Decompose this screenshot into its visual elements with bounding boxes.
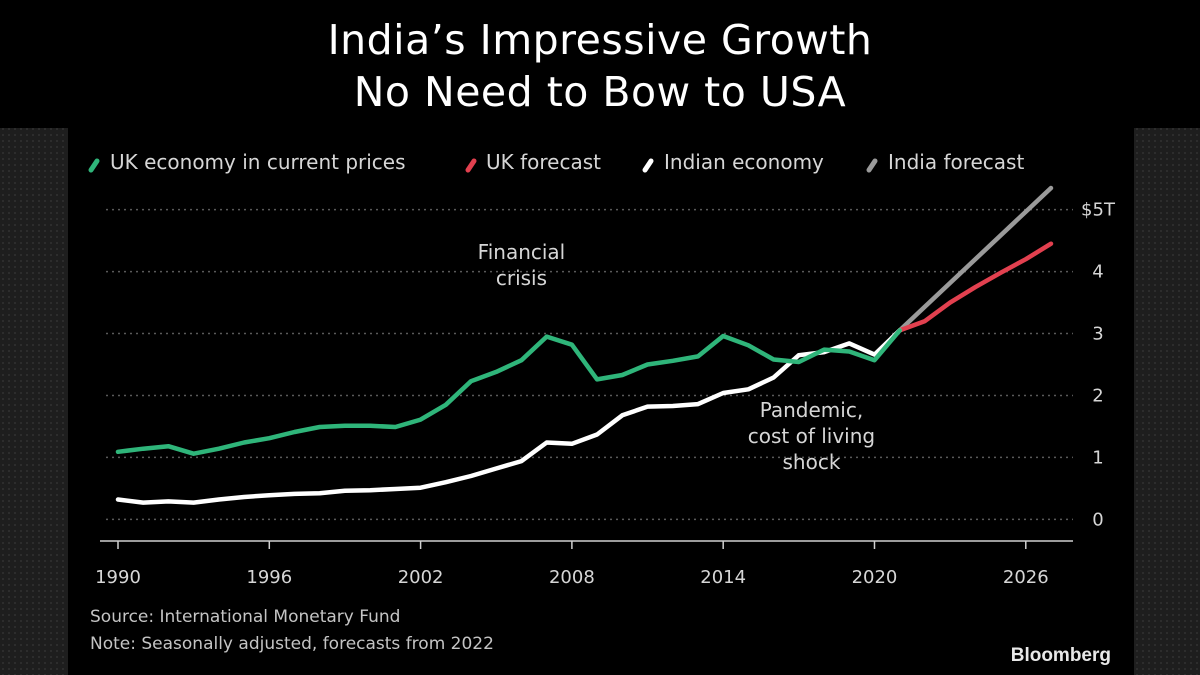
annotation-line: crisis [496, 266, 547, 290]
series-indian-economy [115, 328, 902, 505]
title-line-1: India’s Impressive Growth [327, 16, 873, 64]
annotation-line: Pandemic, [760, 398, 864, 422]
legend-label-india: Indian economy [664, 150, 824, 174]
x-tick-label: 2026 [1003, 567, 1049, 588]
series-india-forecast [897, 185, 1054, 333]
x-axis-ticks: 1990 1996 2002 2008 2014 2020 2026 [95, 541, 1049, 588]
x-tick-label: 2014 [700, 567, 746, 588]
x-tick-label: 2002 [398, 567, 444, 588]
y-axis-ticks: 0 1 2 3 4 $5T [1081, 200, 1116, 531]
legend-label-uk-forecast: UK forecast [486, 150, 601, 174]
source-note: Source: International Monetary Fund [90, 607, 400, 627]
legend-label-india-forecast: India forecast [888, 150, 1024, 174]
y-tick-label: 2 [1092, 385, 1103, 406]
annotation-line: shock [782, 450, 840, 474]
series-uk-forecast [897, 241, 1054, 333]
annotation-pandemic: Pandemic, cost of living shock [748, 398, 875, 474]
annotations: Financial crisis Pandemic, cost of living sh… [478, 240, 875, 474]
legend-swatch-india-forecast [866, 158, 878, 173]
legend: UK economy in current prices UK forecast… [88, 150, 1024, 174]
legend-swatch-uk [88, 158, 100, 173]
y-tick-label: $5T [1081, 200, 1116, 221]
bloomberg-logo: Bloomberg [1011, 645, 1111, 666]
y-tick-label: 3 [1092, 324, 1103, 345]
y-tick-label: 4 [1092, 262, 1103, 283]
annotation-line: Financial [478, 240, 566, 264]
gridlines [100, 208, 1073, 542]
chart-panel: UK economy in current prices UK forecast… [68, 128, 1134, 675]
title-banner: India’s Impressive Growth No Need to Bow… [0, 0, 1200, 128]
legend-label-uk: UK economy in current prices [110, 150, 406, 174]
x-tick-label: 1996 [246, 567, 292, 588]
title-line-2: No Need to Bow to USA [353, 68, 847, 116]
x-tick-label: 2020 [852, 567, 898, 588]
legend-swatch-india [642, 158, 654, 173]
annotation-line: cost of living [748, 424, 875, 448]
x-tick-label: 2008 [549, 567, 595, 588]
line-chart: UK economy in current prices UK forecast… [88, 150, 1116, 666]
y-tick-label: 1 [1092, 447, 1103, 468]
series-uk-economy [115, 328, 902, 456]
adjustment-note: Note: Seasonally adjusted, forecasts fro… [90, 634, 494, 654]
legend-swatch-uk-forecast [465, 158, 477, 173]
series-lines [115, 185, 1054, 505]
x-tick-label: 1990 [95, 567, 141, 588]
annotation-financial-crisis: Financial crisis [478, 240, 566, 290]
y-tick-label: 0 [1092, 509, 1103, 530]
